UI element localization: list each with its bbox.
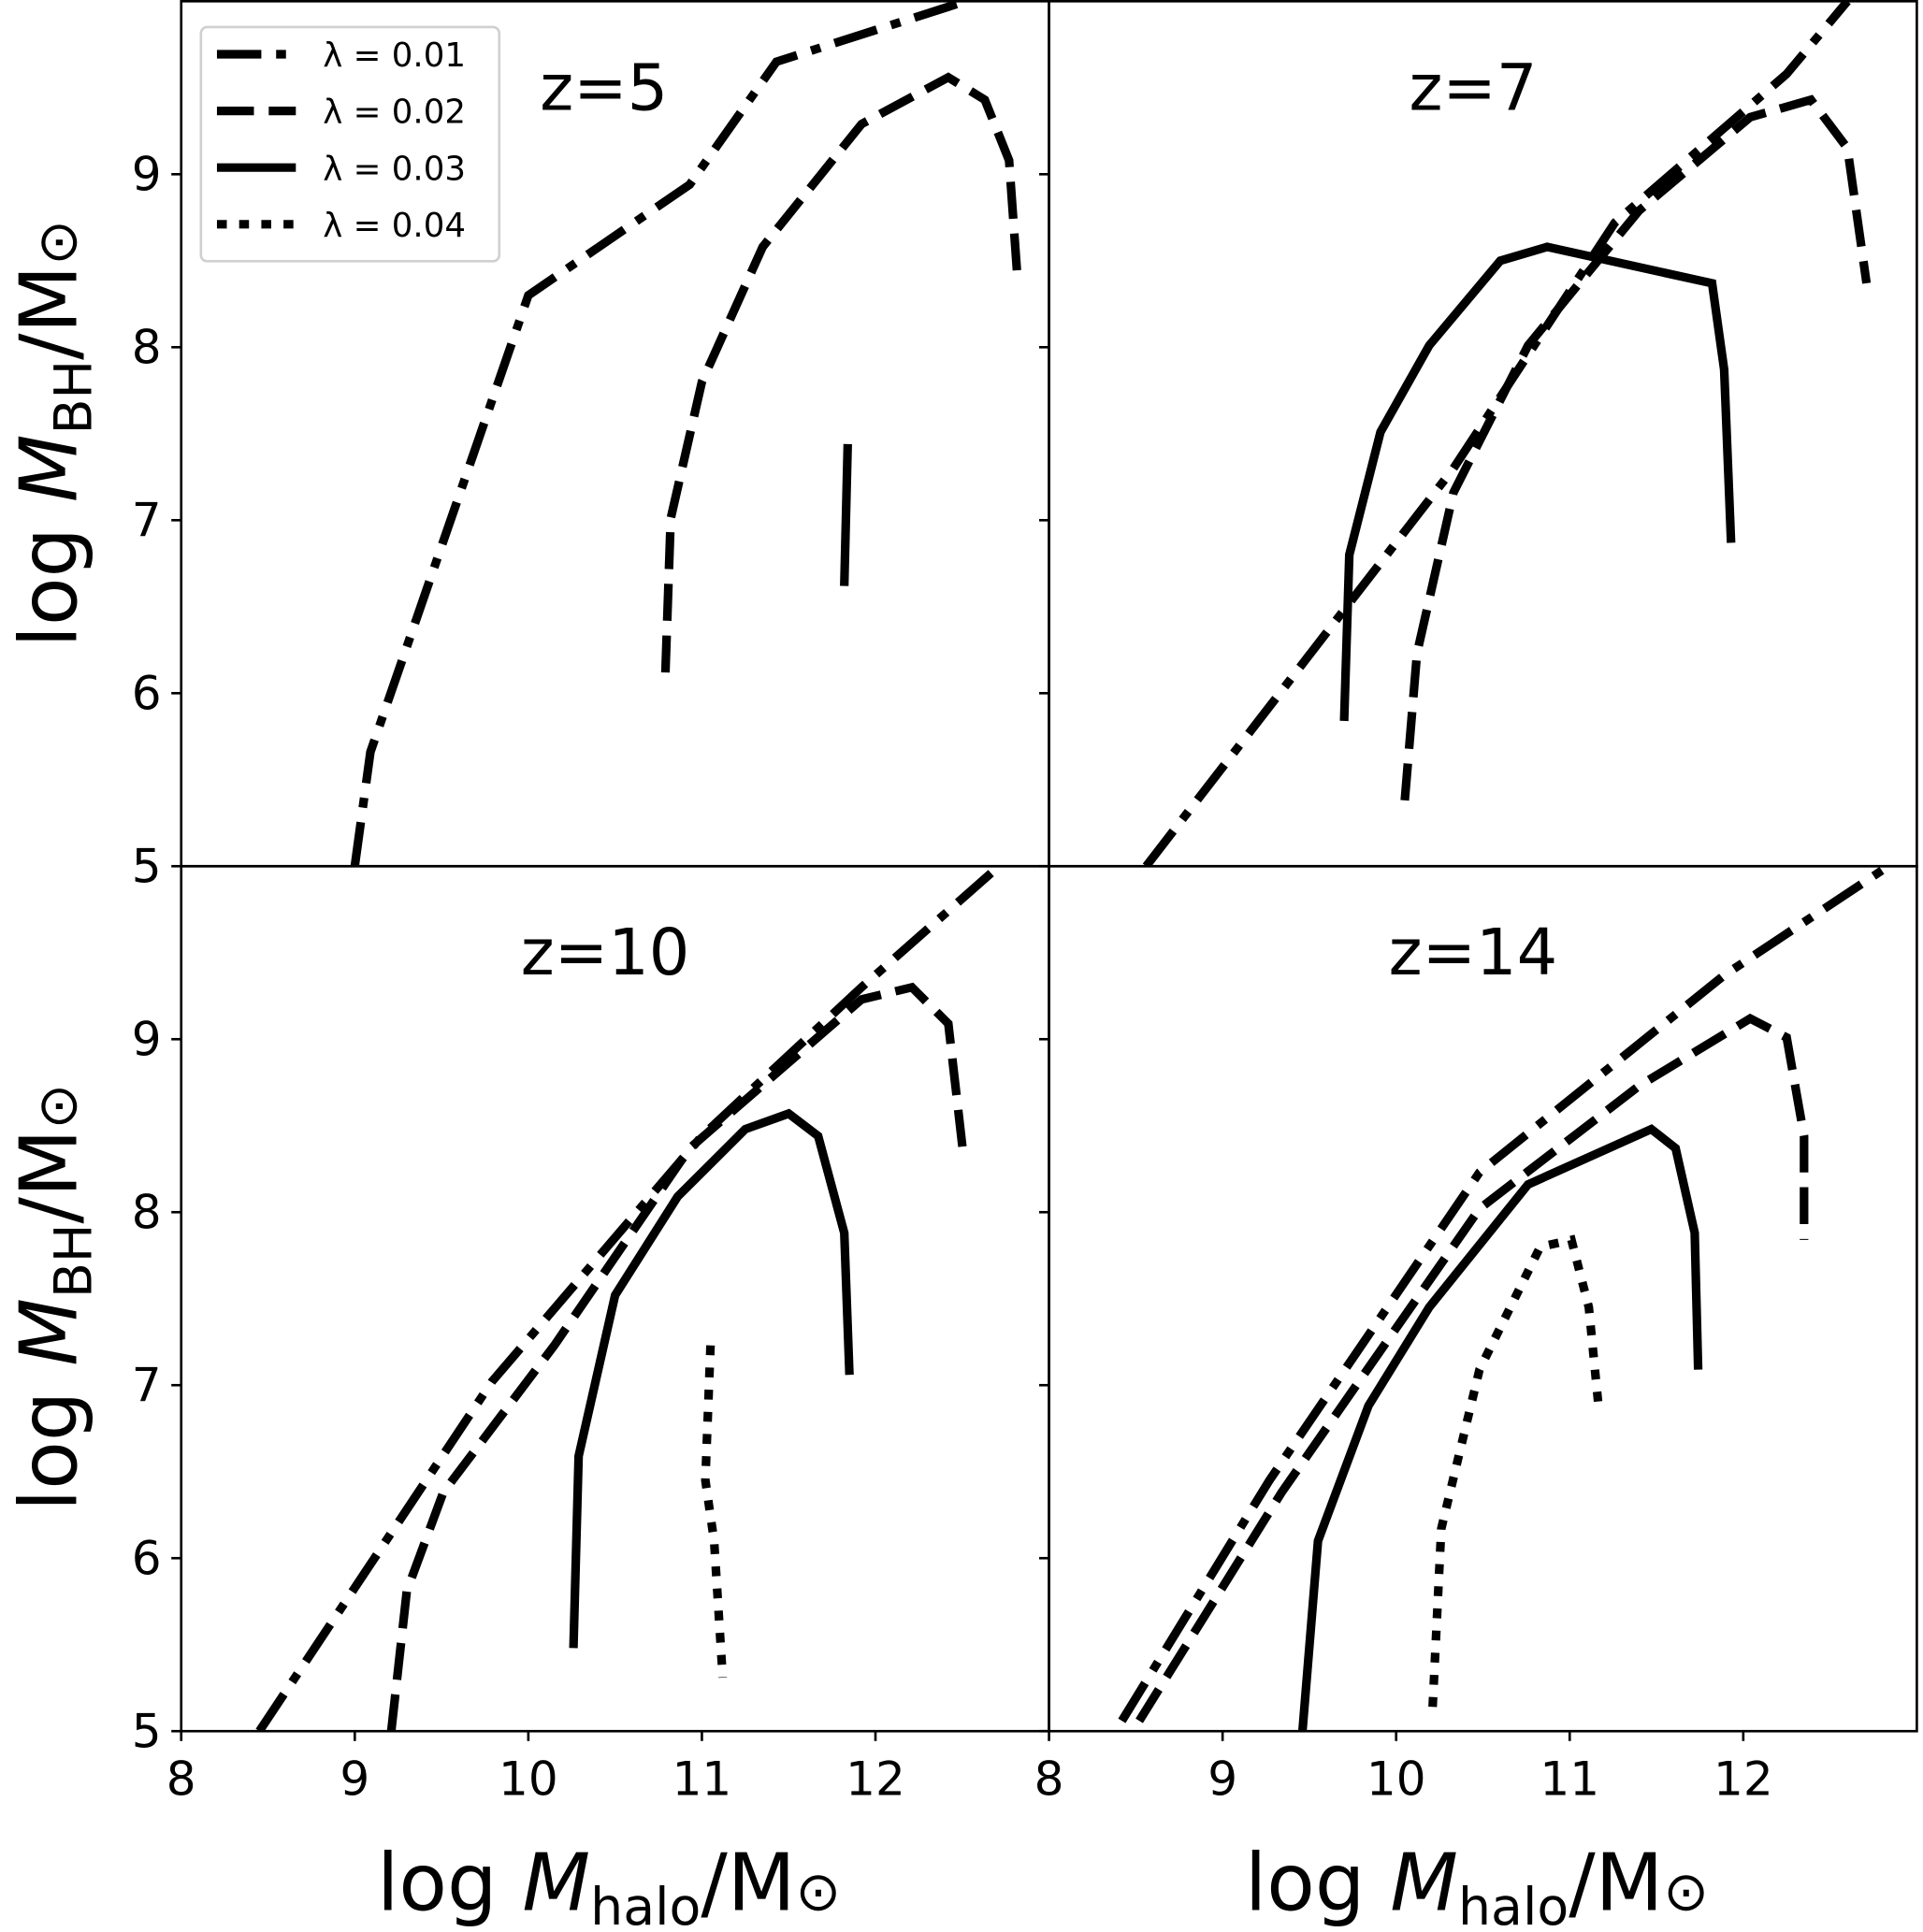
- series-line-dashdot: [350, 1, 967, 867]
- x-tick-label: 10: [499, 1752, 558, 1807]
- panel-title: z=5: [540, 50, 668, 125]
- y-tick-label: 7: [132, 493, 162, 547]
- y-tick-label: 7: [132, 1358, 162, 1412]
- x-tick-label: 9: [1207, 1752, 1237, 1807]
- y-tick-label: 9: [132, 1012, 162, 1066]
- x-tick-label: 9: [340, 1752, 369, 1807]
- series-line-dashed: [660, 72, 1022, 673]
- panel-z-10: 5 6 7 8 9 8 9 10 11 12 z=10: [132, 864, 1050, 1807]
- x-tick-label: 10: [1366, 1752, 1426, 1807]
- x-tick-label: 8: [166, 1752, 196, 1807]
- x-tick-label: 8: [1034, 1752, 1064, 1807]
- series-line-solid: [569, 1108, 854, 1649]
- series-line-dotted: [1428, 1234, 1604, 1708]
- series-line-dashed: [1400, 94, 1872, 801]
- axes-frame: [1048, 864, 1918, 1733]
- series-line-dashed: [1135, 1013, 1809, 1723]
- y-tick-label: 6: [132, 1531, 162, 1585]
- y-tick-label: 8: [132, 1185, 162, 1239]
- y-label-bottom: log MBH/M⊙: [4, 1084, 105, 1511]
- series-line-dashdot: [255, 866, 1001, 1732]
- panel-z-7: z=7: [1039, 0, 1918, 868]
- panel-title: z=7: [1409, 50, 1537, 125]
- y-tick-label: 6: [132, 666, 162, 720]
- series-line-solid: [1297, 1124, 1703, 1732]
- panel-title: z=10: [521, 916, 690, 990]
- legend-label: λ = 0.03: [323, 150, 466, 188]
- x-label-left: log Mhalo/M⊙: [377, 1837, 841, 1932]
- series-line-solid: [1339, 242, 1736, 722]
- series-line-dotted: [701, 1345, 728, 1679]
- y-tick-label: 5: [132, 839, 162, 893]
- legend-label: λ = 0.02: [323, 94, 466, 132]
- y-label-top: log MBH/M⊙: [4, 220, 105, 647]
- panel-z-5: 5 6 7 8 9 z=5: [132, 0, 1050, 893]
- legend-label: λ = 0.04: [323, 207, 466, 245]
- series-line-dashed: [386, 982, 969, 1732]
- series-line-solid: [840, 443, 852, 586]
- legend-label: λ = 0.01: [323, 36, 466, 75]
- panel-title: z=14: [1389, 916, 1558, 990]
- x-tick-label: 12: [846, 1752, 905, 1807]
- x-tick-label: 12: [1713, 1752, 1773, 1807]
- series-line-dashdot: [1118, 866, 1888, 1723]
- legend: λ = 0.01 λ = 0.02 λ = 0.03 λ = 0.04: [199, 25, 501, 263]
- legend-box: [199, 25, 501, 263]
- series-line-dashdot: [1142, 1, 1851, 867]
- x-tick-label: 11: [1540, 1752, 1599, 1807]
- y-tick-label: 9: [132, 147, 162, 201]
- x-tick-label: 11: [672, 1752, 732, 1807]
- y-tick-label: 5: [132, 1704, 162, 1758]
- panel-z-14: 8 9 10 11 12 z=14: [1034, 864, 1918, 1807]
- x-label-right: log Mhalo/M⊙: [1245, 1837, 1709, 1932]
- y-tick-label: 8: [132, 320, 162, 374]
